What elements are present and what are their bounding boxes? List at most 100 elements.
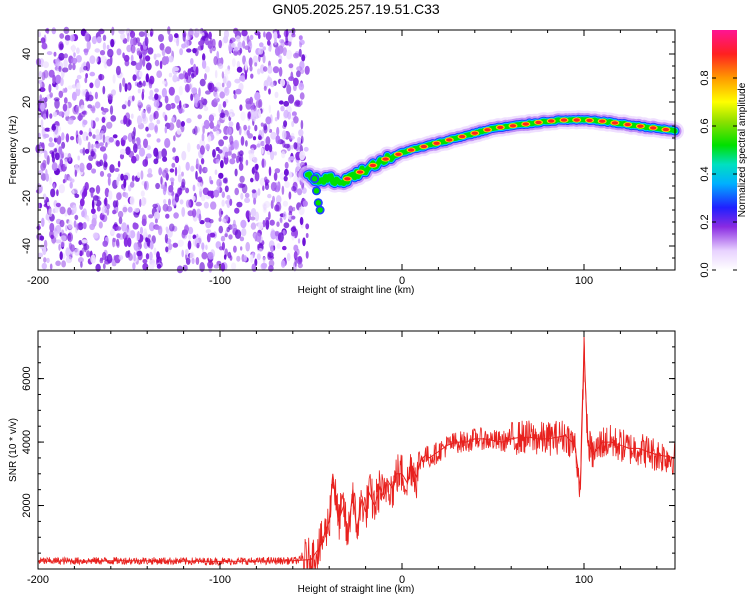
spectrogram-noise-cell: [156, 70, 163, 78]
spectrogram-noise-cell: [145, 55, 151, 62]
spectrogram-noise-cell: [107, 48, 114, 58]
spectrogram-noise-cell: [238, 82, 244, 91]
spectrogram-noise-cell: [200, 97, 204, 103]
spectrogram-noise-cell: [123, 237, 129, 247]
spectrogram-noise-cell: [92, 134, 96, 139]
spectrogram-noise-cell: [168, 122, 175, 131]
spectrogram-noise-cell: [229, 135, 234, 145]
spectrogram-noise-cell: [250, 177, 254, 183]
spectrogram-trace-core: [395, 152, 402, 156]
spectrogram-noise-cell: [270, 245, 274, 253]
spectrogram-noise-cell: [122, 135, 128, 141]
spectrogram-noise-cell: [100, 130, 104, 135]
spectrogram-noise-cell: [56, 189, 59, 197]
spectrogram-noise-cell: [291, 185, 297, 192]
spectrogram-noise-cell: [235, 35, 241, 42]
spectrogram-noise-cell: [293, 77, 299, 87]
spectrogram-noise-cell: [110, 115, 117, 122]
spectrogram-noise-cell: [165, 56, 170, 65]
spectrogram-noise-cell: [298, 206, 305, 216]
spectrogram-noise-cell: [40, 102, 45, 112]
spectrogram-noise-cell: [299, 216, 304, 226]
spectrogram-noise-cell: [168, 185, 174, 193]
spectrogram-noise-cell: [277, 138, 281, 145]
spectrogram-noise-cell: [241, 29, 248, 37]
spectrogram-noise-cell: [218, 103, 222, 114]
spectrogram-noise-cell: [147, 168, 153, 175]
spectrogram-noise-cell: [179, 100, 182, 109]
spectrogram-noise-cell: [267, 40, 271, 46]
spectrogram-noise-cell: [46, 27, 50, 35]
spectrogram-noise-cell: [70, 244, 75, 252]
spectrogram-noise-cell: [135, 62, 142, 71]
spectrogram-noise-cell: [286, 252, 291, 262]
spectrogram-noise-cell: [250, 216, 256, 221]
spectrogram-noise-cell: [61, 132, 65, 141]
spectrogram-noise-cell: [44, 150, 48, 159]
spectrogram-noise-cell: [203, 119, 210, 130]
spectrogram-noise-cell: [73, 220, 77, 228]
spectrogram-noise-cell: [65, 224, 68, 232]
spectrogram-noise-cell: [171, 117, 175, 123]
spectrogram-noise-cell: [128, 228, 131, 239]
spectrogram-noise-cell: [84, 77, 88, 84]
spectrogram-noise-cell: [136, 250, 143, 257]
snr-x-tick-label: 0: [399, 574, 405, 586]
spectrogram-noise-cell: [49, 177, 52, 185]
spectrogram-noise-cell: [284, 181, 290, 188]
spectrogram-noise-cell: [304, 65, 310, 75]
spectrogram-noise-cell: [254, 258, 258, 267]
spectrogram-noise-cell: [98, 142, 104, 147]
spectrogram-x-tick-label: 0: [399, 275, 405, 287]
spectrogram-noise-cell: [244, 70, 248, 80]
spectrogram-noise-cell: [283, 29, 289, 38]
spectrogram-noise-cell: [239, 236, 245, 242]
spectrogram-noise-cell: [300, 135, 304, 144]
spectrogram-noise-cell: [92, 195, 99, 201]
spectrogram-noise-cell: [129, 230, 136, 239]
spectrogram-noise-cell: [46, 108, 49, 119]
spectrogram-noise-cell: [36, 152, 41, 158]
spectrogram-noise-cell: [226, 127, 232, 136]
spectrogram-noise-cell: [224, 86, 230, 96]
spectrogram-noise-cell: [239, 104, 243, 111]
spectrogram-noise-cell: [220, 262, 226, 272]
spectrogram-noise-cell: [91, 199, 95, 210]
spectrogram-noise-cell: [61, 141, 66, 149]
snr-x-tick-label: 100: [575, 574, 593, 586]
spectrogram-noise-cell: [198, 182, 204, 192]
spectrogram-noise-cell: [149, 240, 154, 250]
spectrogram-noise-cell: [176, 38, 180, 47]
spectrogram-noise-cell: [215, 158, 220, 164]
spectrogram-noise-cell: [120, 173, 124, 181]
spectrogram-noise-cell: [122, 77, 126, 87]
spectrogram-noise-cell: [102, 263, 106, 270]
spectrogram-noise-cell: [131, 95, 135, 102]
spectrogram-noise-cell: [83, 65, 88, 71]
spectrogram-noise-cell: [176, 119, 182, 129]
spectrogram-noise-cell: [141, 109, 146, 119]
spectrogram-noise-cell: [130, 37, 134, 47]
spectrogram-noise-cell: [291, 111, 297, 117]
spectrogram-noise-cell: [223, 155, 229, 165]
spectrogram-noise-cell: [235, 88, 242, 95]
spectrogram-noise-cell: [250, 147, 255, 155]
spectrogram-noise-cell: [250, 208, 257, 217]
spectrogram-noise-cell: [238, 162, 244, 171]
spectrogram-y-tick-label: 0: [21, 147, 33, 153]
spectrogram-noise-cell: [154, 93, 159, 100]
spectrogram-noise-cell: [77, 134, 82, 145]
spectrogram-noise-cell: [110, 39, 115, 48]
spectrogram-noise-cell: [298, 255, 302, 263]
spectrogram-noise-cell: [282, 47, 287, 57]
spectrogram-noise-cell: [94, 101, 101, 109]
spectrogram-noise-cell: [71, 44, 76, 53]
spectrogram-noise-cell: [195, 170, 198, 180]
spectrogram-noise-cell: [164, 233, 168, 244]
spectrogram-noise-cell: [95, 134, 101, 141]
spectrogram-trace-core: [433, 141, 440, 145]
spectrogram-noise-cell: [293, 250, 298, 261]
spectrogram-noise-cell: [114, 168, 120, 172]
spectrogram-noise-cell: [245, 241, 250, 252]
spectrogram-trace-core: [344, 177, 351, 181]
